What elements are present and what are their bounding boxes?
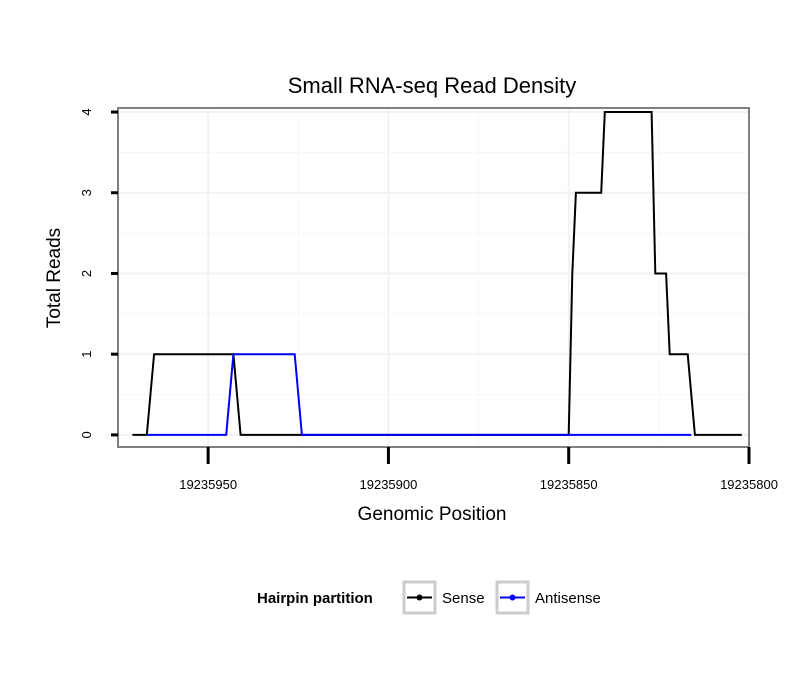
legend: Hairpin partition Sense Antisense [257,580,601,615]
series-layer [132,111,742,436]
y-axis: 0 1 2 3 4 [79,108,118,439]
x-tick-label: 19235800 [720,477,778,492]
grid [118,108,750,447]
x-tick-label: 19235950 [179,477,237,492]
legend-label: Sense [442,590,485,607]
plot-panel-border [117,107,750,448]
series-line-sense [132,111,742,436]
x-axis: 19235950 19235900 19235850 19235800 [179,447,778,492]
legend-title: Hairpin partition [257,590,373,607]
y-tick-label: 1 [79,351,94,358]
legend-item-sense: Sense [402,580,485,615]
legend-key-point [416,594,423,601]
y-tick-label: 2 [79,270,94,277]
series-line-antisense [146,353,692,436]
legend-key-point [509,594,516,601]
y-axis-title: Total Reads [44,228,65,328]
x-tick-label: 19235850 [540,477,598,492]
y-tick-label: 0 [79,431,94,438]
y-tick-label: 4 [79,108,94,115]
x-tick-label: 19235900 [360,477,418,492]
legend-item-antisense: Antisense [495,580,601,615]
x-axis-title: Genomic Position [358,504,507,525]
chart-title: Small RNA-seq Read Density [288,73,577,98]
y-tick-label: 3 [79,189,94,196]
legend-label: Antisense [535,590,601,607]
